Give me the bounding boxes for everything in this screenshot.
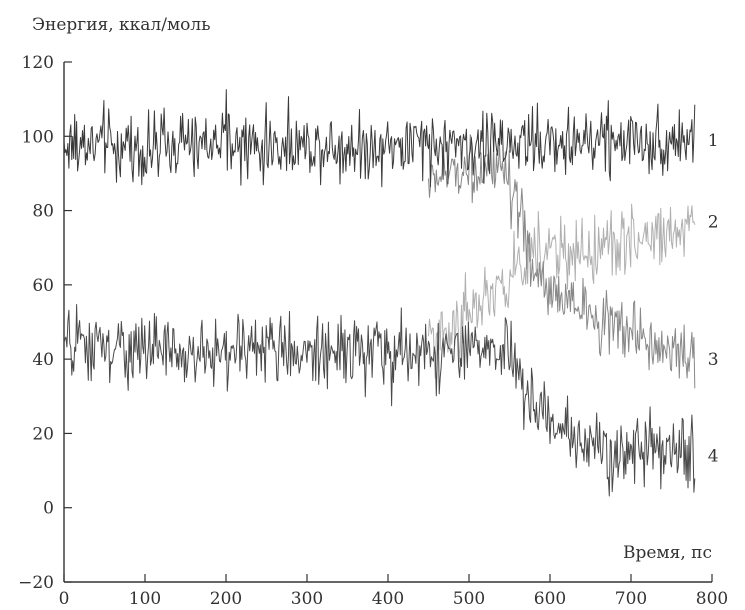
series-1-label: 1: [708, 131, 719, 151]
series-3-line: [428, 134, 696, 389]
series-2-line: [428, 203, 696, 379]
series-2-label: 2: [708, 213, 719, 233]
y-tick-label: 40: [32, 350, 54, 370]
x-tick-label: 800: [696, 589, 728, 609]
x-tick-label: 400: [372, 589, 404, 609]
x-tick-label: 0: [59, 589, 70, 609]
x-axis-title: Время, пс: [623, 543, 712, 563]
y-tick-label: 120: [22, 53, 54, 73]
series-4-line: [63, 304, 696, 497]
x-tick-label: 300: [291, 589, 323, 609]
x-tick-label: 600: [534, 589, 566, 609]
x-tick-label: 200: [210, 589, 242, 609]
series-1-line: [63, 89, 696, 188]
series-3-label: 3: [708, 350, 719, 370]
series-4-label: 4: [708, 447, 719, 467]
x-tick-label: 100: [129, 589, 161, 609]
y-tick-label: 80: [32, 202, 54, 222]
y-axis-title: Энергия, ккал/моль: [32, 15, 210, 35]
y-tick-label: −20: [18, 573, 54, 593]
x-tick-label: 700: [615, 589, 647, 609]
y-tick-label: 0: [43, 499, 54, 519]
y-tick-label: 20: [32, 424, 54, 444]
y-tick-label: 60: [32, 276, 54, 296]
y-tick-label: 100: [22, 127, 54, 147]
x-tick-label: 500: [453, 589, 485, 609]
